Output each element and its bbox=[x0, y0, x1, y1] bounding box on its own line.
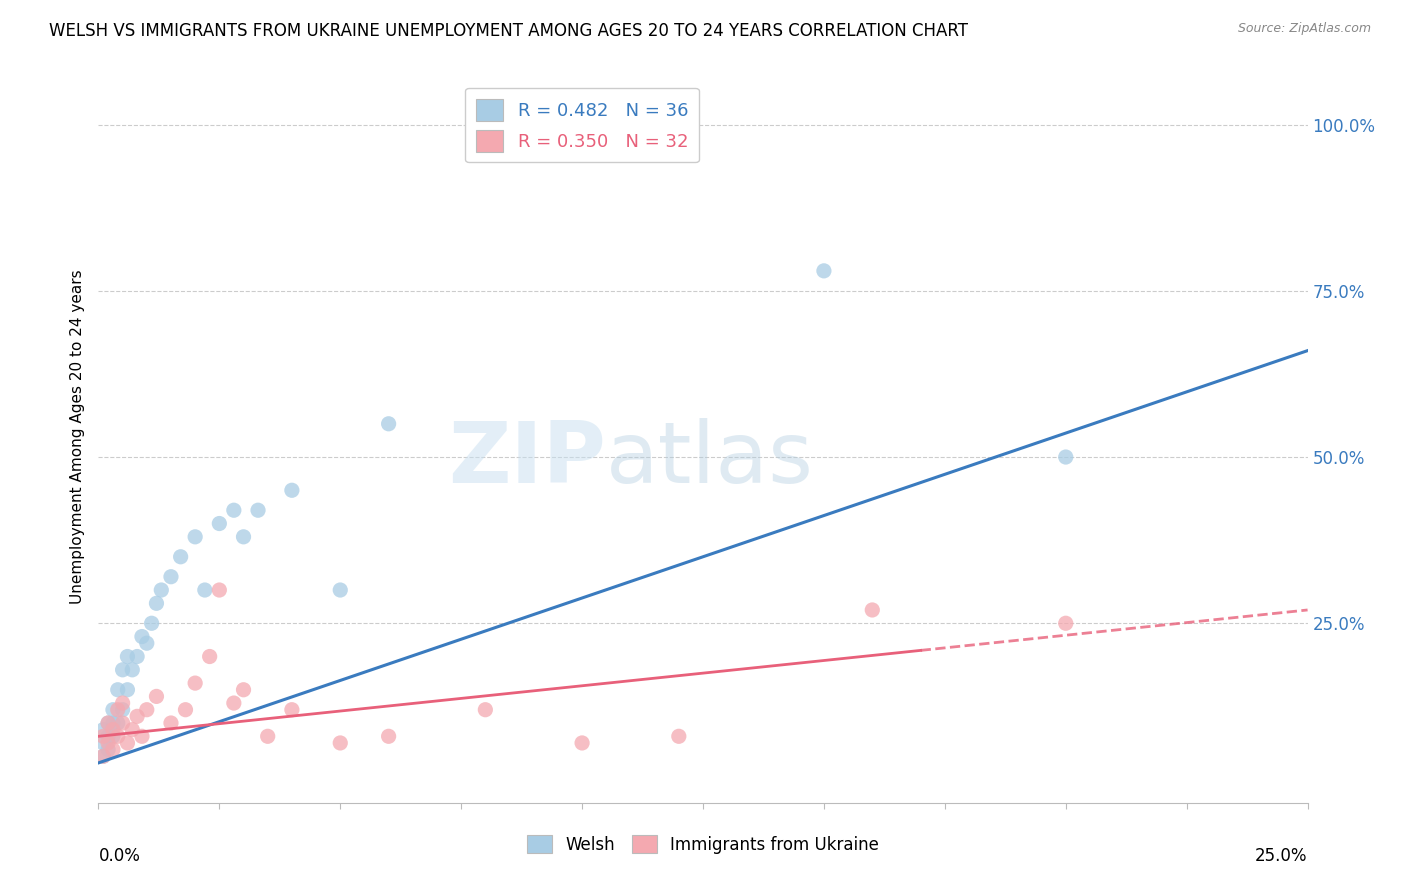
Point bbox=[208, 582, 231, 597]
Point bbox=[860, 603, 883, 617]
Point bbox=[111, 716, 134, 731]
Text: WELSH VS IMMIGRANTS FROM UKRAINE UNEMPLOYMENT AMONG AGES 20 TO 24 YEARS CORRELAT: WELSH VS IMMIGRANTS FROM UKRAINE UNEMPLO… bbox=[49, 22, 969, 40]
Point bbox=[668, 729, 690, 743]
Point bbox=[169, 549, 191, 564]
Point bbox=[194, 582, 217, 597]
Point bbox=[107, 729, 129, 743]
Point bbox=[668, 137, 690, 152]
Point bbox=[184, 676, 207, 690]
Point bbox=[117, 736, 139, 750]
Text: Source: ZipAtlas.com: Source: ZipAtlas.com bbox=[1237, 22, 1371, 36]
Point bbox=[97, 716, 120, 731]
Point bbox=[141, 616, 163, 631]
Point bbox=[174, 703, 197, 717]
Point bbox=[377, 417, 399, 431]
Point bbox=[101, 703, 124, 717]
Point bbox=[1054, 616, 1077, 631]
Point bbox=[256, 729, 278, 743]
Point bbox=[127, 709, 149, 723]
Point bbox=[208, 516, 231, 531]
Point bbox=[107, 703, 129, 717]
Point bbox=[377, 729, 399, 743]
Point bbox=[474, 703, 496, 717]
Text: atlas: atlas bbox=[606, 417, 814, 500]
Point bbox=[329, 582, 352, 597]
Point bbox=[107, 682, 129, 697]
Y-axis label: Unemployment Among Ages 20 to 24 years: Unemployment Among Ages 20 to 24 years bbox=[69, 269, 84, 605]
Point bbox=[135, 636, 157, 650]
Point bbox=[97, 729, 120, 743]
Point bbox=[101, 723, 124, 737]
Point bbox=[91, 749, 114, 764]
Point bbox=[97, 716, 120, 731]
Point bbox=[198, 649, 221, 664]
Point bbox=[160, 716, 183, 731]
Point bbox=[91, 723, 114, 737]
Point bbox=[91, 736, 114, 750]
Point bbox=[135, 703, 157, 717]
Point bbox=[111, 703, 134, 717]
Point bbox=[247, 503, 270, 517]
Point bbox=[232, 682, 254, 697]
Point bbox=[131, 630, 153, 644]
Legend: Welsh, Immigrants from Ukraine: Welsh, Immigrants from Ukraine bbox=[520, 829, 886, 860]
Point bbox=[145, 690, 167, 704]
Point bbox=[222, 696, 245, 710]
Point bbox=[107, 716, 129, 731]
Point bbox=[571, 736, 593, 750]
Point bbox=[101, 716, 124, 731]
Point bbox=[117, 682, 139, 697]
Point bbox=[281, 703, 304, 717]
Point bbox=[127, 649, 149, 664]
Point bbox=[1054, 450, 1077, 464]
Point bbox=[111, 663, 134, 677]
Point bbox=[329, 736, 352, 750]
Text: 25.0%: 25.0% bbox=[1256, 847, 1308, 864]
Point bbox=[184, 530, 207, 544]
Point bbox=[121, 723, 143, 737]
Point bbox=[97, 742, 120, 756]
Text: ZIP: ZIP bbox=[449, 417, 606, 500]
Point bbox=[101, 742, 124, 756]
Point bbox=[222, 503, 245, 517]
Point bbox=[145, 596, 167, 610]
Point bbox=[101, 729, 124, 743]
Point bbox=[121, 663, 143, 677]
Point bbox=[281, 483, 304, 498]
Text: 0.0%: 0.0% bbox=[98, 847, 141, 864]
Point bbox=[150, 582, 173, 597]
Point bbox=[111, 696, 134, 710]
Point bbox=[160, 570, 183, 584]
Point bbox=[131, 729, 153, 743]
Point bbox=[117, 649, 139, 664]
Point bbox=[232, 530, 254, 544]
Point bbox=[91, 749, 114, 764]
Point bbox=[97, 736, 120, 750]
Point bbox=[813, 264, 835, 278]
Point bbox=[91, 729, 114, 743]
